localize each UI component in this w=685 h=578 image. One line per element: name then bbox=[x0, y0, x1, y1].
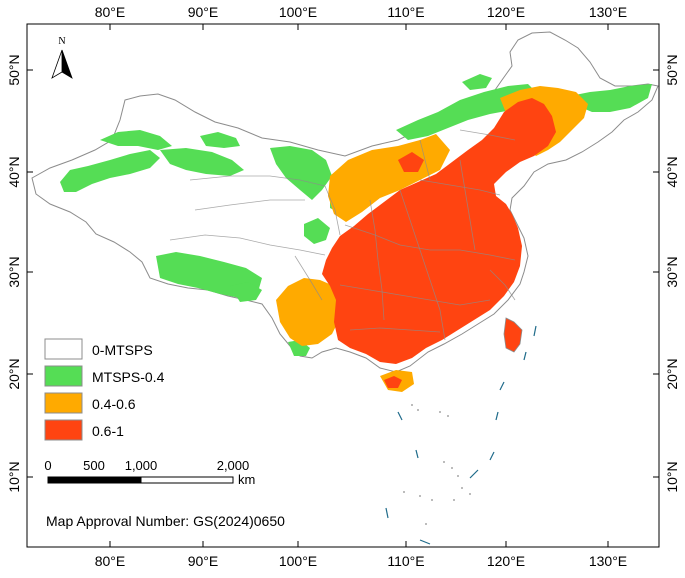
scale-bar-segment bbox=[47, 476, 142, 484]
right-axis-labels: 50°N 40°N 30°N 20°N 10°N bbox=[664, 54, 680, 492]
bottom-axis-labels: 80°E 90°E 100°E 110°E 120°E 130°E bbox=[95, 553, 627, 569]
class-green-regions bbox=[60, 74, 652, 356]
scale-label: 1,000 bbox=[125, 458, 158, 473]
bottom-tick-label: 120°E bbox=[487, 553, 525, 569]
legend-swatch-low bbox=[44, 338, 83, 360]
north-arrow-icon bbox=[61, 49, 73, 79]
right-tick-label: 30°N bbox=[664, 256, 680, 287]
scale-label: 500 bbox=[83, 458, 105, 473]
top-tick-label: 80°E bbox=[95, 4, 126, 20]
country-map bbox=[31, 31, 659, 545]
top-tick-label: 100°E bbox=[279, 4, 317, 20]
south-sea-boundary bbox=[385, 325, 537, 545]
north-arrow-icon-half bbox=[51, 49, 63, 79]
province-boundaries bbox=[169, 129, 516, 341]
class-red-regions bbox=[322, 98, 556, 388]
north-arrow-label: N bbox=[58, 36, 65, 47]
right-tick-label: 10°N bbox=[664, 461, 680, 492]
bottom-tick-label: 110°E bbox=[387, 553, 424, 569]
left-tick-label: 10°N bbox=[6, 461, 22, 492]
scale-bar-segment bbox=[140, 476, 234, 484]
left-tick-label: 20°N bbox=[6, 358, 22, 389]
scale-label: 0 bbox=[44, 458, 51, 473]
left-axis-labels: 50°N 40°N 30°N 20°N 10°N bbox=[6, 54, 22, 492]
tick-marks bbox=[27, 24, 659, 547]
right-tick-label: 40°N bbox=[664, 156, 680, 187]
left-tick-label: 50°N bbox=[6, 54, 22, 85]
taiwan-outline bbox=[503, 317, 523, 353]
left-tick-label: 30°N bbox=[6, 256, 22, 287]
top-tick-label: 90°E bbox=[188, 4, 219, 20]
bottom-tick-label: 90°E bbox=[188, 553, 219, 569]
legend-label: 0.6-1 bbox=[92, 423, 124, 439]
top-tick-label: 110°E bbox=[387, 4, 424, 20]
legend-swatch-mid-low bbox=[44, 365, 83, 387]
scale-unit: km bbox=[238, 472, 255, 487]
legend-label: 0.4-0.6 bbox=[92, 396, 136, 412]
map-approval-number: Map Approval Number: GS(2024)0650 bbox=[46, 513, 285, 529]
map-frame bbox=[26, 23, 660, 548]
legend-swatch-mid bbox=[44, 392, 83, 414]
top-tick-label: 130°E bbox=[589, 4, 627, 20]
right-tick-label: 50°N bbox=[664, 54, 680, 85]
bottom-tick-label: 100°E bbox=[279, 553, 317, 569]
top-axis-labels: 80°E 90°E 100°E 110°E 120°E 130°E bbox=[95, 4, 627, 20]
scale-label: 2,000 bbox=[217, 458, 250, 473]
bottom-tick-label: 80°E bbox=[95, 553, 126, 569]
north-arrow: N bbox=[51, 36, 73, 79]
small-islands bbox=[403, 404, 471, 525]
legend: 0-MTSPS MTSPS-0.4 0.4-0.6 0.6-1 bbox=[44, 338, 165, 441]
top-tick-label: 120°E bbox=[487, 4, 525, 20]
bottom-tick-label: 130°E bbox=[589, 553, 627, 569]
legend-label: 0-MTSPS bbox=[92, 342, 153, 358]
right-tick-label: 20°N bbox=[664, 358, 680, 389]
scale-bar: 0 500 1,000 2,000 km bbox=[44, 458, 255, 487]
legend-label: MTSPS-0.4 bbox=[92, 369, 165, 385]
left-tick-label: 40°N bbox=[6, 156, 22, 187]
legend-swatch-high bbox=[44, 419, 83, 441]
